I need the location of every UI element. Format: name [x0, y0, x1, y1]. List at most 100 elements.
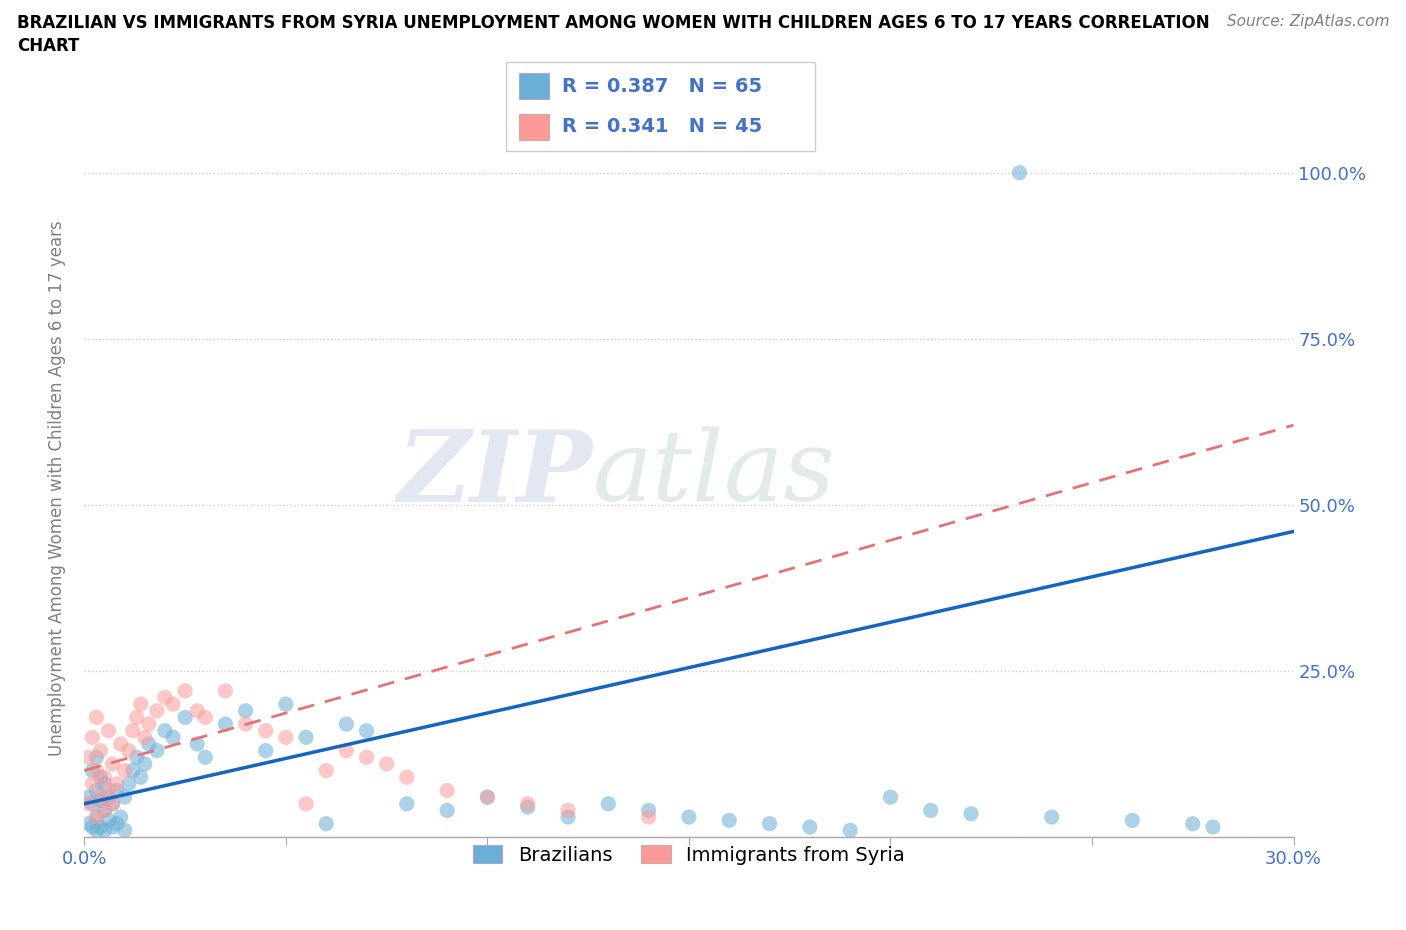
Point [110, 810, 132, 825]
Point [274, 697, 297, 711]
Point [114, 764, 136, 778]
Point [105, 777, 128, 791]
Point [235, 703, 257, 718]
Point [101, 819, 124, 834]
Point [93, 823, 115, 838]
Point [118, 777, 141, 791]
FancyBboxPatch shape [519, 113, 550, 140]
Point [315, 817, 337, 831]
Point [1181, 817, 1204, 831]
Point [1121, 813, 1143, 828]
Point [375, 756, 398, 771]
Point [89, 743, 111, 758]
Point [118, 743, 141, 758]
Point [93, 777, 115, 791]
Point [477, 790, 499, 804]
Point [82, 819, 104, 834]
Point [477, 790, 499, 804]
Text: CHART: CHART [17, 37, 79, 55]
Point [125, 710, 148, 724]
Point [186, 737, 208, 751]
Point [146, 743, 169, 758]
Point [295, 796, 318, 811]
Point [254, 724, 277, 738]
Point [1202, 819, 1225, 834]
Point [82, 764, 104, 778]
Point [146, 703, 169, 718]
Text: BRAZILIAN VS IMMIGRANTS FROM SYRIA UNEMPLOYMENT AMONG WOMEN WITH CHILDREN AGES 6: BRAZILIAN VS IMMIGRANTS FROM SYRIA UNEMP… [17, 14, 1209, 32]
Point [105, 817, 128, 831]
Point [436, 783, 458, 798]
Point [89, 793, 111, 808]
Point [356, 724, 378, 738]
Point [274, 730, 297, 745]
Point [214, 684, 236, 698]
Point [77, 817, 100, 831]
Point [86, 710, 108, 724]
Point [134, 730, 156, 745]
Point [86, 750, 108, 764]
Point [110, 737, 132, 751]
Point [138, 717, 160, 732]
Point [162, 697, 184, 711]
Point [335, 717, 357, 732]
Point [335, 743, 357, 758]
Point [82, 796, 104, 811]
Text: Source: ZipAtlas.com: Source: ZipAtlas.com [1226, 14, 1389, 29]
Point [799, 819, 821, 834]
Point [718, 813, 741, 828]
Point [315, 764, 337, 778]
Point [86, 764, 108, 778]
Point [138, 737, 160, 751]
Point [174, 710, 197, 724]
FancyBboxPatch shape [506, 62, 815, 151]
Point [1040, 810, 1063, 825]
Point [356, 750, 378, 764]
Point [89, 790, 111, 804]
Point [97, 724, 120, 738]
Point [214, 717, 236, 732]
Point [93, 803, 115, 817]
Point [637, 803, 659, 817]
Point [114, 823, 136, 838]
Text: atlas: atlas [592, 427, 835, 522]
Point [436, 803, 458, 817]
Point [153, 724, 176, 738]
Point [82, 730, 104, 745]
Point [295, 730, 318, 745]
Point [77, 790, 100, 804]
Point [153, 690, 176, 705]
Point [129, 770, 152, 785]
Point [77, 796, 100, 811]
Point [93, 770, 115, 785]
Point [101, 796, 124, 811]
Point [82, 777, 104, 791]
Point [174, 684, 197, 698]
Point [194, 750, 217, 764]
Point [879, 790, 901, 804]
Point [121, 724, 143, 738]
Point [125, 750, 148, 764]
Point [121, 764, 143, 778]
Point [254, 743, 277, 758]
Text: ZIP: ZIP [398, 426, 592, 523]
Point [678, 810, 700, 825]
Point [395, 770, 418, 785]
Point [105, 783, 128, 798]
Point [77, 750, 100, 764]
Point [557, 803, 579, 817]
Point [839, 823, 862, 838]
Point [194, 710, 217, 724]
Legend: Brazilians, Immigrants from Syria: Brazilians, Immigrants from Syria [465, 838, 912, 872]
Y-axis label: Unemployment Among Women with Children Ages 6 to 17 years: Unemployment Among Women with Children A… [48, 220, 66, 756]
Point [101, 796, 124, 811]
Point [516, 800, 538, 815]
Point [97, 790, 120, 804]
Point [162, 730, 184, 745]
Point [86, 823, 108, 838]
Point [97, 783, 120, 798]
Text: R = 0.341   N = 45: R = 0.341 N = 45 [562, 117, 762, 137]
Point [960, 806, 983, 821]
Point [129, 697, 152, 711]
Point [235, 717, 257, 732]
